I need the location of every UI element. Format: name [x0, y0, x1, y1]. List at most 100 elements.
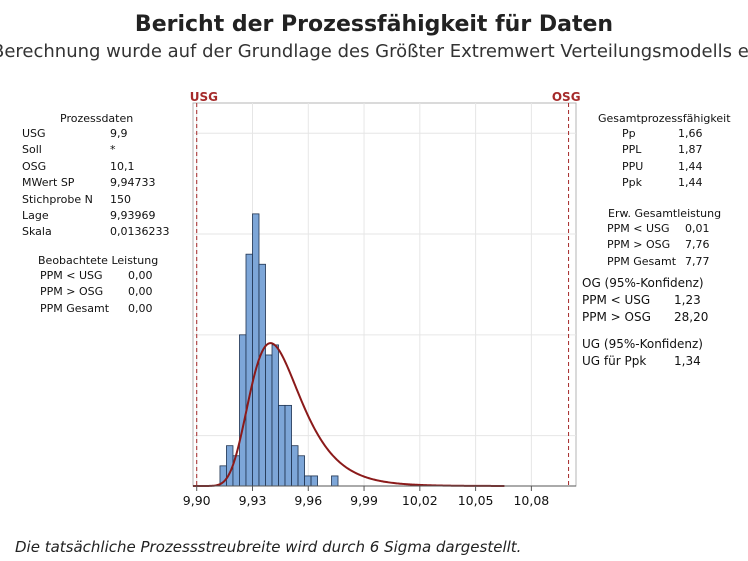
row-label: MWert SP — [22, 176, 75, 190]
row-label: PPM < USG — [40, 269, 103, 282]
histogram-bar — [271, 344, 279, 487]
erw-gesamtleistung-row: PPM > OSG 7,76 — [607, 237, 710, 253]
histogram-bar — [258, 263, 266, 487]
row-label: PPM > OSG — [582, 309, 651, 324]
beobachtete-row: PPM < USG 0,00 — [40, 268, 153, 284]
footnote: Die tatsächliche Prozessstreubreite wird… — [15, 538, 522, 556]
ug-konfidenz-header: UG (95%-Konfidenz) — [582, 337, 703, 351]
x-tick-label: 9,90 — [183, 493, 211, 508]
row-value: 10,1 — [110, 159, 135, 173]
x-tick-label: 10,08 — [513, 493, 549, 508]
row-label: PPM > OSG — [40, 285, 104, 299]
histogram-bar — [297, 455, 305, 487]
row-value: 150 — [110, 192, 131, 206]
prozessdaten-table: USG 9,9 Soll * OSG 10,1 MWert SP 9,94733 Sti… — [22, 126, 170, 241]
beobachtete-header: Beobachtete Leistung — [38, 254, 159, 267]
gesamtfaehigkeit-table: Pp 1,66 PPL 1,87 PPU 1,44 Ppk 1,44 — [622, 126, 703, 192]
row-value: 1,34 — [674, 354, 701, 368]
histogram-bar — [310, 475, 318, 487]
row-value: 28,20 — [674, 309, 709, 324]
row-value: 0,00 — [128, 301, 153, 315]
ug-konfidenz-row: UG für Ppk 1,34 — [582, 353, 701, 370]
row-label: UG für Ppk — [582, 354, 647, 368]
gesamtfaehigkeit-header: Gesamtprozessfähigkeit — [598, 112, 731, 125]
row-label: PPM > OSG — [607, 238, 671, 252]
prozessdaten-row: USG 9,9 — [22, 126, 170, 142]
row-value: 9,93969 — [110, 209, 156, 223]
row-label: PPU — [622, 159, 644, 173]
row-value: 0,00 — [128, 269, 153, 282]
row-value: * — [110, 143, 116, 157]
row-label: Skala — [22, 225, 52, 239]
histogram-bar — [291, 445, 299, 487]
row-value: 1,44 — [678, 159, 703, 173]
row-value: 1,87 — [678, 143, 703, 157]
prozessdaten-header: Prozessdaten — [60, 112, 134, 125]
histogram-bar — [304, 475, 312, 487]
row-label: Soll — [22, 143, 42, 157]
prozessdaten-row: MWert SP 9,94733 — [22, 175, 170, 191]
gesamtfaehigkeit-row: Pp 1,66 — [622, 126, 703, 142]
row-label: PPM Gesamt — [607, 254, 677, 268]
row-label: Pp — [622, 127, 636, 140]
erw-gesamtleistung-header: Erw. Gesamtleistung — [608, 207, 722, 220]
row-label: USG — [22, 127, 46, 140]
row-label: PPM < USG — [607, 222, 670, 235]
histogram-bars — [219, 213, 339, 487]
beobachtete-table: PPM < USG 0,00 PPM > OSG 0,00 PPM Gesamt 0,… — [40, 268, 153, 317]
gesamtfaehigkeit-row: PPL 1,87 — [622, 142, 703, 158]
row-label: PPM Gesamt — [40, 301, 110, 315]
histogram-bar — [284, 404, 292, 487]
gesamtfaehigkeit-row: Ppk 1,44 — [622, 175, 703, 191]
histogram-bar — [239, 334, 247, 487]
row-label: Lage — [22, 209, 49, 223]
erw-gesamtleistung-row: PPM Gesamt 7,77 — [607, 254, 710, 270]
row-label: OSG — [22, 159, 47, 173]
histogram-bar — [278, 404, 286, 487]
ug-konfidenz-table: UG für Ppk 1,34 — [582, 353, 701, 370]
og-konfidenz-row: PPM > OSG 28,20 — [582, 309, 708, 326]
x-axis-ticks: 9,90 9,93 9,96 9,99 10,02 10,05 10,08 — [183, 486, 549, 508]
row-label: PPL — [622, 143, 642, 157]
histogram-bar — [245, 253, 253, 487]
row-value: 9,94733 — [110, 176, 156, 190]
x-tick-label: 9,99 — [350, 493, 378, 508]
row-value: 1,66 — [678, 127, 703, 140]
erw-gesamtleistung-table: PPM < USG 0,01 PPM > OSG 7,76 PPM Gesamt 7,… — [607, 221, 710, 270]
report-subtitle: Berechnung wurde auf der Grundlage des G… — [0, 41, 748, 62]
erw-gesamtleistung-row: PPM < USG 0,01 — [607, 221, 710, 237]
row-label: Stichprobe N — [22, 192, 93, 206]
row-label: PPM < USG — [582, 293, 651, 307]
histogram-bar — [331, 475, 339, 487]
spec-label-usg: USG — [190, 90, 218, 104]
x-tick-label: 9,93 — [239, 493, 267, 508]
prozessdaten-row: Stichprobe N 150 — [22, 192, 170, 208]
x-tick-label: 9,96 — [294, 493, 322, 508]
row-value: 0,00 — [128, 285, 153, 299]
x-tick-label: 10,05 — [458, 493, 494, 508]
og-konfidenz-header: OG (95%-Konfidenz) — [582, 276, 704, 290]
og-konfidenz-table: PPM < USG 1,23 PPM > OSG 28,20 — [582, 292, 708, 325]
prozessdaten-row: Skala 0,0136233 — [22, 224, 170, 240]
report-title: Bericht der Prozessfähigkeit für Daten — [134, 12, 614, 37]
beobachtete-row: PPM > OSG 0,00 — [40, 284, 153, 300]
gesamtfaehigkeit-row: PPU 1,44 — [622, 159, 703, 175]
spec-label-osg: OSG — [552, 90, 581, 104]
row-label: Ppk — [622, 176, 642, 190]
x-tick-label: 10,02 — [402, 493, 438, 508]
row-value: 0,01 — [685, 222, 710, 235]
prozessdaten-row: Soll * — [22, 142, 170, 158]
row-value: 1,44 — [678, 176, 703, 190]
prozessdaten-row: Lage 9,93969 — [22, 208, 170, 224]
histogram-bar — [265, 354, 273, 487]
row-value: 0,0136233 — [110, 225, 170, 239]
row-value: 7,76 — [685, 238, 710, 252]
beobachtete-row: PPM Gesamt 0,00 — [40, 301, 153, 317]
row-value: 7,77 — [685, 254, 710, 268]
row-value: 1,23 — [674, 293, 701, 307]
prozessdaten-row: OSG 10,1 — [22, 159, 170, 175]
spec-limit-lines: USG OSG — [190, 90, 581, 486]
og-konfidenz-row: PPM < USG 1,23 — [582, 292, 708, 309]
histogram-bar — [252, 213, 260, 487]
